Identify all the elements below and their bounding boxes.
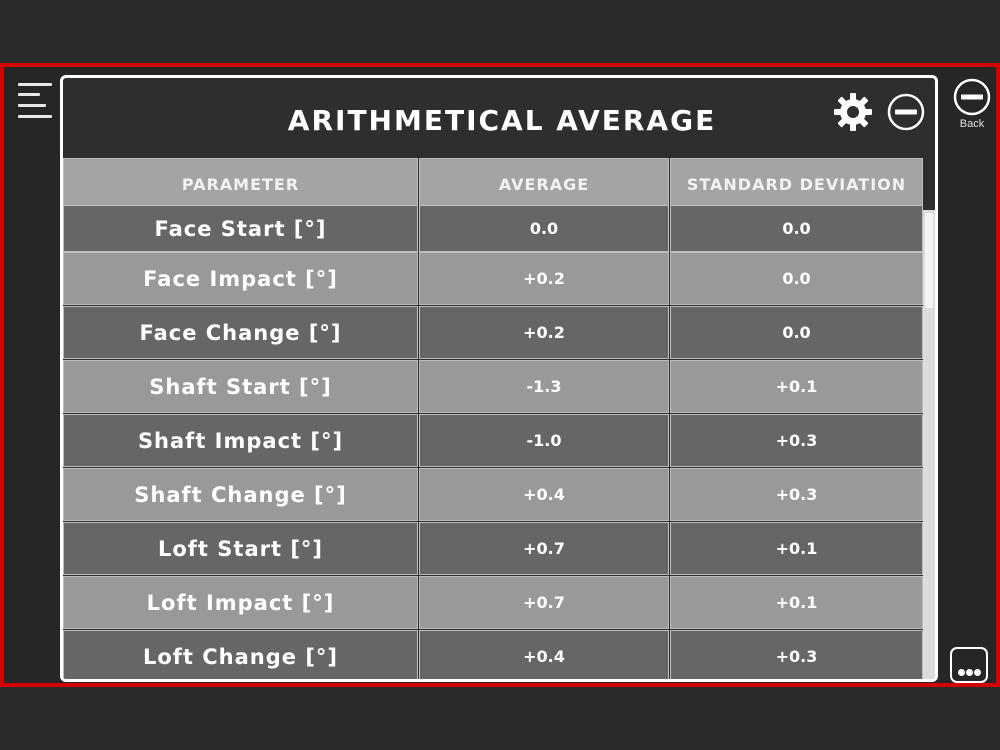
table-row[interactable]: Loft Impact [°] +0.7 +0.1 bbox=[63, 576, 923, 629]
parameter-cell: Shaft Start [°] bbox=[63, 360, 418, 413]
std-cell: +0.1 bbox=[670, 522, 923, 575]
ellipsis-dot bbox=[966, 669, 973, 676]
average-cell: -1.3 bbox=[419, 360, 669, 413]
average-cell: +0.7 bbox=[419, 522, 669, 575]
parameter-cell: Face Start [°] bbox=[63, 205, 418, 252]
table-row[interactable]: Face Start [°] 0.0 0.0 bbox=[63, 205, 923, 252]
table-row[interactable]: Shaft Start [°] -1.3 +0.1 bbox=[63, 360, 923, 413]
average-cell: +0.2 bbox=[419, 306, 669, 359]
more-options-button[interactable] bbox=[950, 647, 988, 683]
table-row[interactable]: Shaft Change [°] +0.4 +0.3 bbox=[63, 468, 923, 521]
top-bezel bbox=[0, 0, 1000, 63]
scrollbar-thumb[interactable] bbox=[925, 213, 933, 308]
std-cell: 0.0 bbox=[670, 205, 923, 252]
minus-circle-icon bbox=[887, 93, 925, 131]
parameter-cell: Loft Change [°] bbox=[63, 630, 418, 679]
header-standard-deviation: STANDARD DEVIATION bbox=[670, 158, 923, 211]
hamburger-menu-icon[interactable] bbox=[16, 79, 54, 119]
minus-circle-icon bbox=[953, 78, 991, 116]
minimize-button[interactable] bbox=[886, 92, 926, 132]
header-average: AVERAGE bbox=[419, 158, 669, 211]
results-table: PARAMETER AVERAGE STANDARD DEVIATION Fac… bbox=[63, 158, 923, 679]
average-cell: +0.4 bbox=[419, 630, 669, 679]
header-parameter: PARAMETER bbox=[63, 158, 418, 211]
parameter-cell: Face Change [°] bbox=[63, 306, 418, 359]
ellipsis-dot bbox=[974, 669, 981, 676]
std-cell: 0.0 bbox=[670, 306, 923, 359]
average-cell: +0.2 bbox=[419, 252, 669, 305]
table-row[interactable]: Face Impact [°] +0.2 0.0 bbox=[63, 252, 923, 305]
page-title: ARITHMETICAL AVERAGE bbox=[287, 104, 717, 137]
std-cell: +0.3 bbox=[670, 414, 923, 467]
table-header: PARAMETER AVERAGE STANDARD DEVIATION bbox=[63, 158, 923, 211]
average-cell: -1.0 bbox=[419, 414, 669, 467]
scrollbar-track[interactable] bbox=[923, 210, 935, 679]
average-cell: 0.0 bbox=[419, 205, 669, 252]
std-cell: +0.3 bbox=[670, 630, 923, 679]
parameter-cell: Face Impact [°] bbox=[63, 252, 418, 305]
gear-icon[interactable] bbox=[833, 92, 873, 132]
table-row[interactable]: Face Change [°] +0.2 0.0 bbox=[63, 306, 923, 359]
device-screen: ARITHMETICAL AVERAGE bbox=[0, 63, 1000, 687]
std-cell: +0.1 bbox=[670, 576, 923, 629]
average-cell: +0.7 bbox=[419, 576, 669, 629]
main-panel: ARITHMETICAL AVERAGE bbox=[60, 75, 938, 682]
ellipsis-icon bbox=[958, 669, 965, 676]
back-label: Back bbox=[959, 118, 985, 130]
std-cell: +0.1 bbox=[670, 360, 923, 413]
back-button[interactable]: Back bbox=[950, 77, 994, 135]
parameter-cell: Loft Impact [°] bbox=[63, 576, 418, 629]
parameter-cell: Loft Start [°] bbox=[63, 522, 418, 575]
std-cell: +0.3 bbox=[670, 468, 923, 521]
std-cell: 0.0 bbox=[670, 252, 923, 305]
average-cell: +0.4 bbox=[419, 468, 669, 521]
table-row[interactable]: Loft Start [°] +0.7 +0.1 bbox=[63, 522, 923, 575]
table-row[interactable]: Loft Change [°] +0.4 +0.3 bbox=[63, 630, 923, 679]
parameter-cell: Shaft Change [°] bbox=[63, 468, 418, 521]
bottom-bezel bbox=[0, 687, 1000, 750]
table-row[interactable]: Shaft Impact [°] -1.0 +0.3 bbox=[63, 414, 923, 467]
parameter-cell: Shaft Impact [°] bbox=[63, 414, 418, 467]
